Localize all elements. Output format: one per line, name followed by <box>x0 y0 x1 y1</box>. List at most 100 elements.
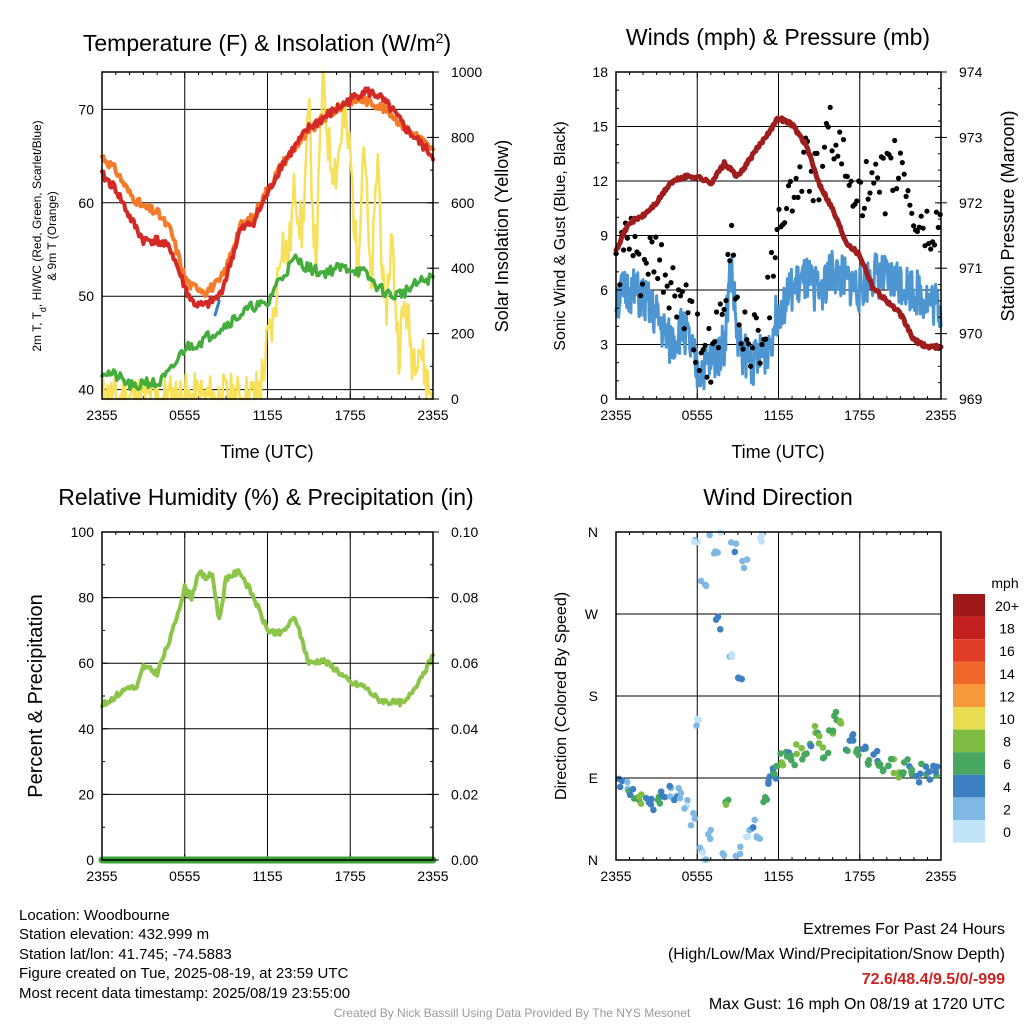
insolation-y2tick-label: 800 <box>451 129 475 145</box>
gust-dot <box>757 360 763 366</box>
rh-xtick-label: 1755 <box>335 868 366 884</box>
gust-dot <box>801 149 807 155</box>
gust-dot <box>740 346 746 352</box>
rh-line <box>100 568 435 709</box>
direction-point <box>819 744 827 751</box>
gust-dot <box>810 198 816 204</box>
gust-dot <box>657 257 663 263</box>
gust-dot <box>918 213 924 219</box>
direction-point <box>849 731 857 738</box>
insolation-ylabel: Solar Insolation (Yellow) <box>492 140 512 332</box>
temp-ytick-label: 60 <box>78 195 94 211</box>
direction-point <box>716 626 724 633</box>
direction-point <box>816 732 823 740</box>
heat-index-line <box>213 299 221 317</box>
gust-dot <box>861 205 868 211</box>
gust-dot <box>734 294 740 300</box>
wind-ytick-label: 0 <box>600 391 608 407</box>
rh-xtick-label: 1155 <box>252 868 282 884</box>
gust-dot <box>672 293 678 299</box>
gust-dot <box>765 274 771 280</box>
gust-dot <box>795 194 801 200</box>
direction-point <box>793 741 800 748</box>
gust-dot <box>753 315 759 321</box>
gust-dot <box>696 367 703 374</box>
gust-dot <box>685 310 691 316</box>
gust-dot <box>793 175 799 181</box>
direction-point <box>829 727 837 735</box>
direction-point <box>807 742 815 750</box>
direction-point <box>918 760 925 768</box>
pressure-y2tick-label: 971 <box>959 260 983 276</box>
direction-point <box>624 778 631 786</box>
station-info: Location: Woodbourne Station elevation: … <box>19 906 350 1003</box>
gust-dot <box>821 144 828 150</box>
max-gust-text: Max Gust: 16 mph On 08/19 at 1720 UTC <box>708 996 1005 1013</box>
gust-dot <box>867 190 873 196</box>
direction-point <box>691 815 699 822</box>
direction-point <box>925 768 932 776</box>
gust-dot <box>694 311 701 317</box>
insolation-y2tick-label: 200 <box>451 326 475 342</box>
gust-dot <box>844 173 850 180</box>
gust-dot <box>632 233 638 240</box>
dir-xtick-label: 1755 <box>844 868 875 884</box>
dir-xtick-label: 2355 <box>600 868 631 884</box>
colorbar-label: 8 <box>1003 734 1011 750</box>
gust-dot <box>871 180 877 186</box>
gust-dot <box>846 182 852 188</box>
gust-dot <box>748 363 754 369</box>
colorbar-swatch <box>953 707 985 730</box>
insolation-y2tick-label: 0 <box>451 391 459 407</box>
gust-dot <box>723 297 729 304</box>
gust-dot <box>674 314 680 320</box>
insolation-y2tick-label: 600 <box>451 195 475 211</box>
direction-point <box>629 785 637 793</box>
colorbar-label: 4 <box>1003 779 1011 795</box>
gust-dot <box>713 309 720 315</box>
direction-point <box>875 762 883 769</box>
gust-dot <box>717 301 723 307</box>
dir-ytick-label: N <box>588 524 598 540</box>
dewpoint-line <box>100 253 435 392</box>
gust-dot <box>797 164 803 170</box>
gust-dot <box>922 243 928 249</box>
precip-y2tick-label: 0.04 <box>451 721 478 737</box>
gust-dot <box>894 186 900 192</box>
direction-point <box>855 751 862 759</box>
gust-dot <box>736 322 742 328</box>
gust-dot <box>768 249 775 256</box>
direction-point <box>722 801 730 808</box>
gust-dot <box>875 175 881 181</box>
gust-dot <box>816 197 822 203</box>
direction-point <box>658 792 666 800</box>
rh-ytick-label: 100 <box>71 524 95 540</box>
gust-dot <box>837 129 843 135</box>
wind-ytick-label: 9 <box>600 228 608 244</box>
gust-dot <box>681 326 687 332</box>
gust-dot <box>749 345 756 351</box>
gust-dot <box>647 235 653 241</box>
gust-dot <box>763 336 769 342</box>
direction-point <box>824 749 832 757</box>
temp-xtick-label: 2355 <box>86 407 117 423</box>
wind-ytick-label: 6 <box>600 282 608 298</box>
direction-point <box>675 784 682 792</box>
precip-y2tick-label: 0.06 <box>451 655 478 671</box>
gust-dot <box>840 137 847 143</box>
pressure-ylabel: Station Pressure (Maroon) <box>998 110 1018 321</box>
direction-point <box>740 564 748 572</box>
extremes-subtitle: (High/Low/Max Wind/Precipitation/Snow De… <box>667 946 1005 963</box>
direction-point <box>732 540 740 547</box>
direction-point <box>744 833 752 840</box>
direction-point <box>811 722 819 730</box>
colorbar-label: 6 <box>1003 756 1011 772</box>
gust-dot <box>869 170 875 176</box>
location-text: Location: Woodbourne <box>19 907 170 924</box>
temp-title-sup: 2 <box>436 30 444 46</box>
gust-dot <box>708 379 714 385</box>
temp-ylabel-sub: d <box>38 307 48 312</box>
colorbar-swatch <box>953 729 985 753</box>
gust-dot <box>931 242 938 248</box>
